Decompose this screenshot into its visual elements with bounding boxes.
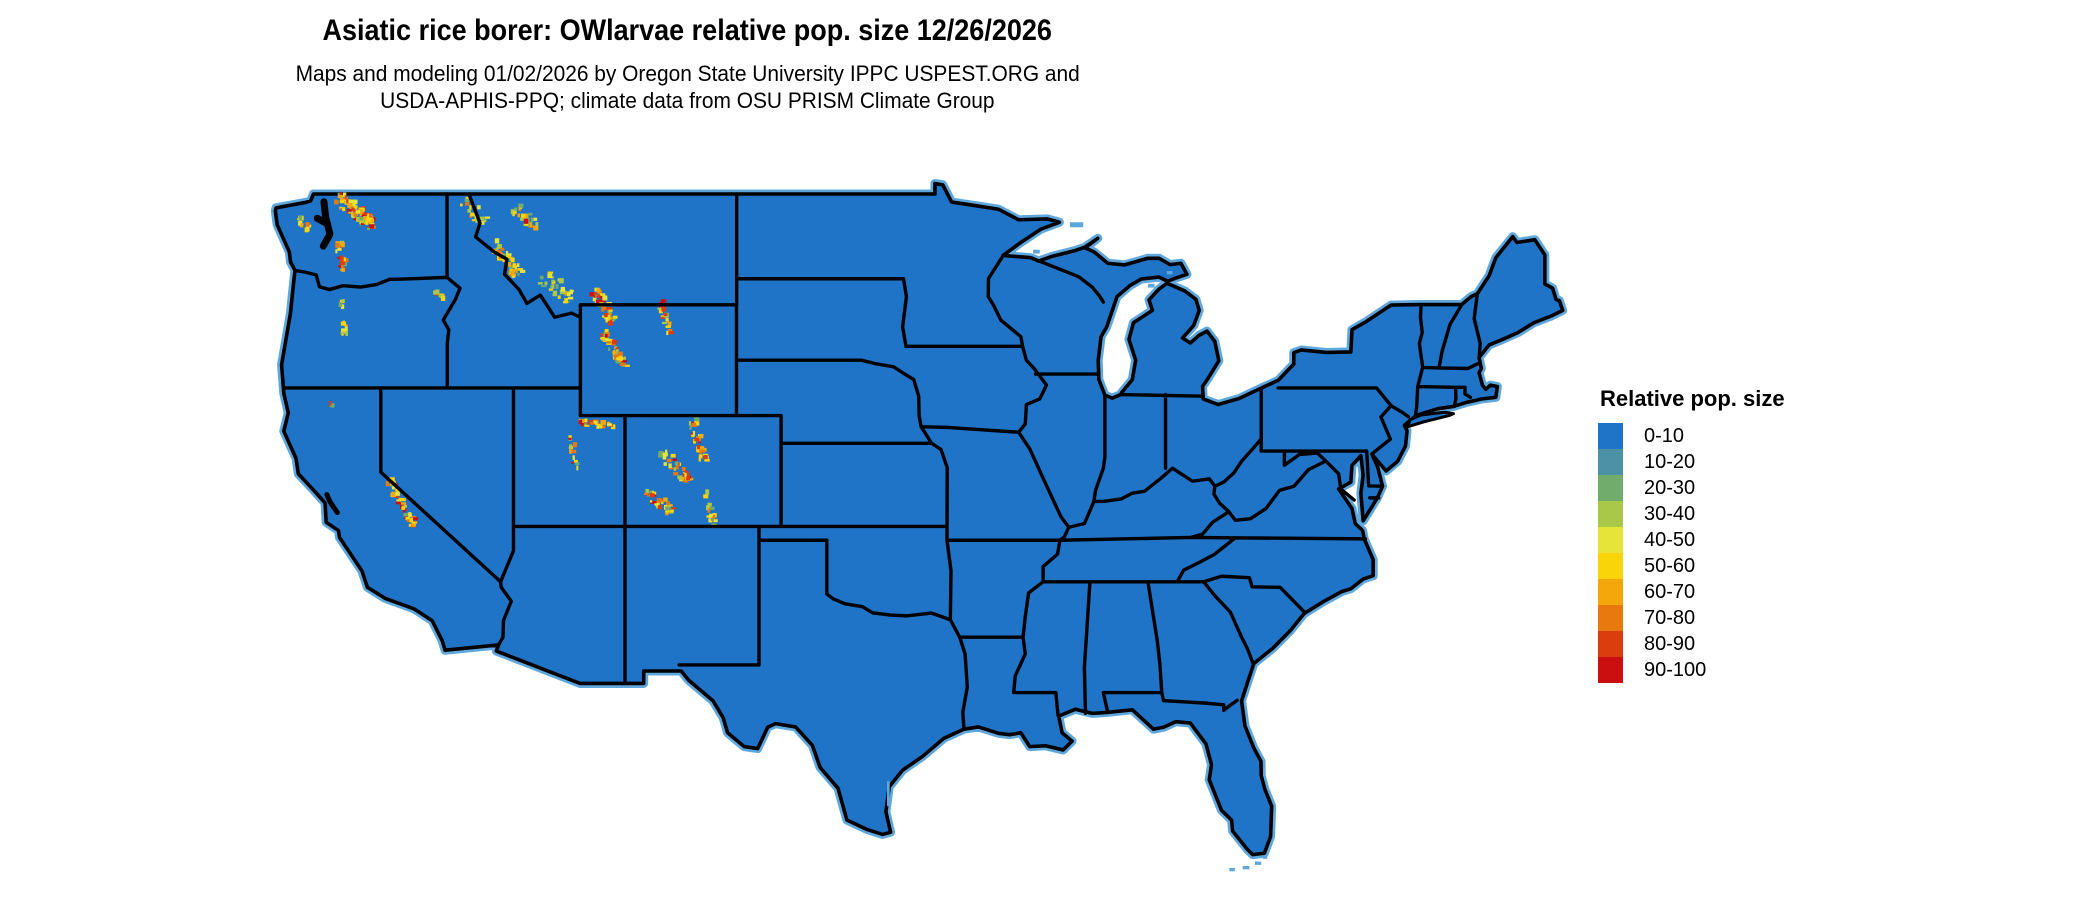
legend-row: 40-50 — [1598, 527, 1785, 553]
legend-label: 70-80 — [1644, 606, 1696, 629]
legend-row: 60-70 — [1598, 579, 1785, 605]
legend-label: 60-70 — [1644, 580, 1696, 603]
map-title: Asiatic rice borer: OWlarvae relative po… — [322, 14, 1053, 47]
map-subtitle-line1: Maps and modeling 01/02/2026 by Oregon S… — [295, 61, 1080, 86]
legend-swatch — [1598, 501, 1623, 527]
legend-row: 90-100 — [1598, 657, 1785, 683]
legend-title: Relative pop. size — [1600, 386, 1785, 411]
conus-outline — [275, 183, 1562, 854]
legend-label: 80-90 — [1644, 632, 1696, 655]
legend-label: 90-100 — [1644, 658, 1707, 681]
legend-label: 30-40 — [1644, 502, 1696, 525]
legend-row: 20-30 — [1598, 475, 1785, 501]
long-island — [1408, 412, 1454, 426]
legend-row: 10-20 — [1598, 449, 1785, 475]
legend-swatch — [1598, 657, 1623, 683]
legend-label: 10-20 — [1644, 450, 1696, 473]
legend-swatch — [1598, 605, 1623, 631]
legend-row: 30-40 — [1598, 501, 1785, 527]
subtitle-block: Maps and modeling 01/02/2026 by Oregon S… — [0, 60, 1375, 114]
legend-row: 80-90 — [1598, 631, 1785, 657]
legend-row: 0-10 — [1598, 423, 1785, 449]
legend-swatch — [1598, 553, 1623, 579]
legend-row: 50-60 — [1598, 553, 1785, 579]
legend-rows: 0-10 10-20 20-30 30-40 40-50 50-60 60-70 70-80 8… — [1598, 423, 1785, 683]
title-block: Asiatic rice borer: OWlarvae relative po… — [0, 14, 1375, 48]
san-francisco-bay — [327, 495, 337, 513]
state-borders — [284, 194, 1480, 729]
legend-label: 50-60 — [1644, 554, 1696, 577]
hotspot-speckles — [297, 191, 718, 528]
legend-label: 20-30 — [1644, 476, 1696, 499]
puget-sound — [317, 202, 330, 246]
legend-swatch — [1598, 579, 1623, 605]
map-subtitle-line2: USDA-APHIS-PPQ; climate data from OSU PR… — [380, 88, 995, 113]
legend-swatch — [1598, 423, 1623, 449]
legend: Relative pop. size 0-10 10-20 20-30 30-40 40… — [1598, 386, 1785, 683]
legend-swatch — [1598, 631, 1623, 657]
islands-and-keys — [887, 222, 1268, 872]
legend-swatch — [1598, 449, 1623, 475]
legend-swatch — [1598, 527, 1623, 553]
legend-label: 40-50 — [1644, 528, 1696, 551]
legend-row: 70-80 — [1598, 605, 1785, 631]
legend-label: 0-10 — [1644, 424, 1685, 447]
legend-swatch — [1598, 475, 1623, 501]
